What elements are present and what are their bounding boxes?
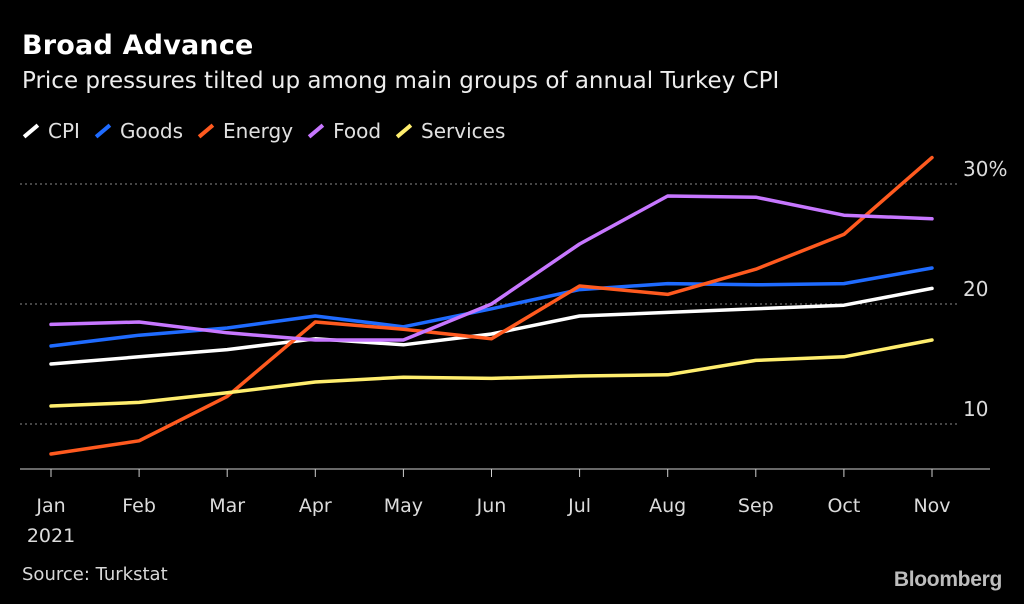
legend-label: Services [421, 119, 506, 143]
bloomberg-logo: Bloomberg [893, 568, 1002, 591]
x-tick-label: Nov [913, 495, 950, 517]
series-line-energy [49, 155, 934, 456]
legend-item-goods: Goods [94, 119, 183, 143]
y-tick-label: 20 [963, 277, 988, 301]
chart-subtitle: Price pressures tilted up among main gro… [22, 68, 780, 94]
x-tick-label: Aug [649, 495, 686, 517]
x-year-label: 2021 [27, 525, 75, 547]
legend-label: CPI [48, 119, 80, 143]
chart-legend: CPI Goods Energy Food Services [22, 119, 505, 143]
series-line-food [49, 194, 934, 342]
legend-item-food: Food [307, 119, 381, 143]
series-lines [49, 155, 934, 456]
series-line-services [49, 338, 934, 408]
x-tick-label: Jun [476, 495, 507, 517]
x-tick-label: May [384, 495, 423, 517]
legend-label: Energy [223, 119, 294, 143]
series-line-cpi [49, 286, 934, 366]
x-tick-label: Sep [738, 495, 774, 517]
legend-label: Goods [119, 119, 184, 143]
y-axis-labels: 10 20 30% [963, 157, 1007, 421]
y-tick-label: 10 [963, 397, 988, 421]
y-tick-label: 30% [963, 157, 1007, 181]
x-tick-label: Oct [827, 495, 860, 517]
x-tick-label: Apr [299, 495, 332, 517]
x-tick-label: Mar [209, 495, 245, 517]
x-axis-ticks [50, 469, 933, 477]
legend-item-energy: Energy [197, 119, 293, 143]
source-note: Source: Turkstat [22, 564, 168, 585]
chart-title: Broad Advance [22, 30, 254, 61]
x-tick-label: Jan [35, 495, 65, 517]
legend-item-cpi: CPI [22, 119, 80, 143]
legend-label: Food [333, 119, 382, 143]
x-axis-labels: Jan Feb Mar Apr May Jun Jul Aug Sep Oct Nov 2021 [27, 495, 951, 547]
legend-item-services: Services [395, 119, 505, 143]
x-tick-label: Jul [567, 495, 591, 517]
x-tick-label: Feb [122, 495, 156, 517]
